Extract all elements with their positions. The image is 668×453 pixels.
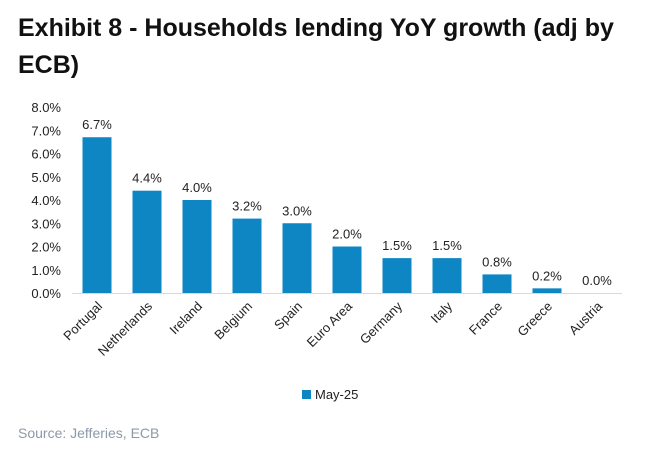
data-labels: 6.7% 4.4% 4.0% 3.2% 3.0% 2.0% 1.5% 1.5% 0.8% 0.2%… (82, 117, 612, 288)
x-tick-label: France (466, 299, 505, 338)
legend-label: May-25 (315, 387, 358, 402)
data-label: 2.0% (332, 227, 362, 242)
x-tick-label: Netherlands (95, 298, 156, 359)
bar (182, 200, 212, 293)
x-tick-label: Spain (271, 299, 305, 333)
x-tick-label: Belgium (211, 299, 255, 343)
y-tick-label: 2.0% (31, 240, 61, 255)
x-tick-label: Ireland (166, 299, 205, 338)
y-tick-label: 5.0% (31, 170, 61, 185)
chart-title: Exhibit 8 - Households lending YoY growt… (18, 14, 614, 79)
source-note: Source: Jefferies, ECB (18, 425, 160, 441)
data-label: 3.0% (282, 203, 312, 218)
y-tick-label: 8.0% (31, 100, 61, 115)
legend-swatch (302, 390, 311, 399)
bar (82, 137, 112, 293)
data-label: 4.0% (182, 180, 212, 195)
data-label: 1.5% (432, 238, 462, 253)
y-tick-label: 7.0% (31, 123, 61, 138)
y-tick-label: 3.0% (31, 216, 61, 231)
x-tick-label: Italy (428, 298, 456, 326)
bar (532, 288, 562, 293)
data-label: 6.7% (82, 117, 112, 132)
data-label: 4.4% (132, 171, 162, 186)
y-tick-label: 6.0% (31, 147, 61, 162)
data-label: 3.2% (232, 199, 262, 214)
bar (332, 246, 362, 293)
x-tick-label: Greece (514, 299, 555, 340)
bar (432, 258, 462, 293)
bar (382, 258, 412, 293)
bar (282, 223, 312, 293)
y-tick-label: 1.0% (31, 263, 61, 278)
y-axis-ticks: 0.0% 1.0% 2.0% 3.0% 4.0% 5.0% 6.0% 7.0% 8.0% (31, 100, 61, 301)
x-tick-label: Austria (566, 298, 606, 338)
y-tick-label: 4.0% (31, 193, 61, 208)
x-tick-label: Portugal (60, 298, 105, 343)
y-tick-label: 0.0% (31, 286, 61, 301)
bar (132, 190, 162, 293)
data-label: 0.2% (532, 268, 562, 283)
bar (482, 274, 512, 293)
bar (232, 218, 262, 293)
data-label: 1.5% (382, 238, 412, 253)
data-label: 0.0% (582, 273, 612, 288)
bars (82, 137, 562, 293)
data-label: 0.8% (482, 254, 512, 269)
legend: May-25 (302, 387, 358, 402)
x-tick-label: Euro Area (304, 298, 356, 350)
x-tick-label: Germany (357, 298, 406, 347)
